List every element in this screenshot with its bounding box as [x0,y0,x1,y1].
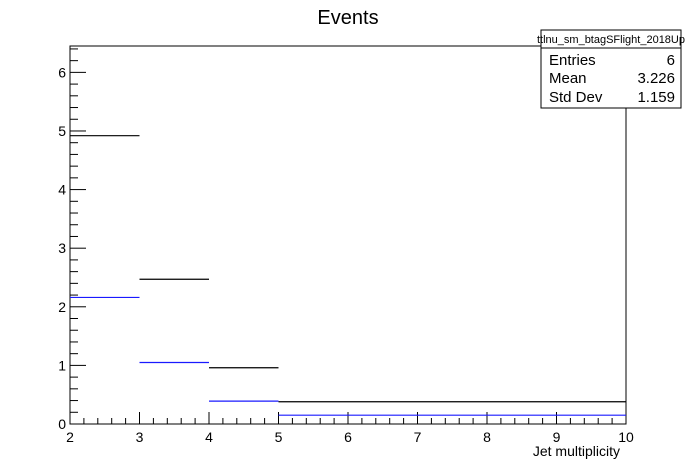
y-tick-label: 1 [58,357,66,373]
stats-box: ttlnu_sm_btagSFlight_2018Up Entries 6 Me… [537,29,685,109]
y-tick-labels: 0 1 2 3 4 5 6 [58,64,66,432]
x-tick-label: 6 [344,429,352,445]
stats-stddev-value: 1.159 [637,89,675,106]
y-tick-label: 2 [58,299,66,315]
x-tick-label: 10 [618,429,634,445]
x-tick-label: 5 [275,429,283,445]
stats-stddev-label: Std Dev [549,89,603,106]
stats-box-frame [540,29,682,109]
y-tick-label: 6 [58,64,66,80]
axis-ticks [69,48,627,425]
y-tick-label: 3 [58,240,66,256]
x-tick-label: 7 [414,429,422,445]
x-axis-label: Jet multiplicity [533,443,620,459]
stats-entries-label: Entries [549,52,596,69]
x-tick-label: 8 [483,429,491,445]
x-tick-labels: 2 3 4 5 6 7 8 9 10 [66,429,634,445]
y-tick-label: 4 [58,182,66,198]
x-tick-label: 9 [553,429,561,445]
y-tick-label: 5 [58,123,66,139]
stats-mean-label: Mean [549,70,587,87]
histogram-bins [70,135,626,416]
y-tick-label: 0 [58,416,66,432]
stats-mean-value: 3.226 [637,70,675,87]
x-tick-label: 4 [205,429,213,445]
x-tick-label: 2 [66,429,74,445]
stats-entries-value: 6 [667,52,675,69]
chart-title: Events [317,7,378,29]
x-tick-label: 3 [136,429,144,445]
stats-box-name: ttlnu_sm_btagSFlight_2018Up [537,34,685,46]
